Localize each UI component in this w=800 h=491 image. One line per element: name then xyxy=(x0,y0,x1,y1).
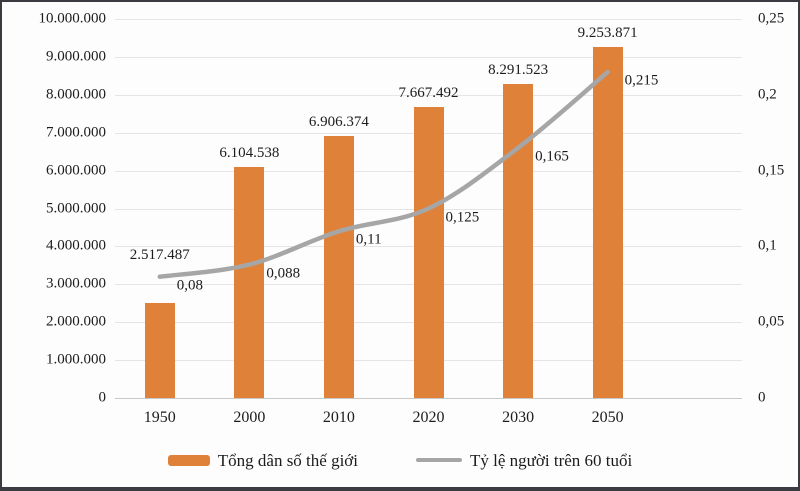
bar-value-label-2020: 7.667.492 xyxy=(398,85,459,102)
x-axis-label-2000: 2000 xyxy=(233,409,266,426)
bar-value-label-2010: 6.906.374 xyxy=(308,114,369,131)
legend-item-population: Tổng dân số thế giới xyxy=(167,450,359,470)
legend-label-over60: Tỷ lệ người trên 60 tuổi xyxy=(470,450,633,470)
left-axis-tick: 7.000.000 xyxy=(46,124,106,141)
line-value-label-1950: 0,08 xyxy=(176,277,204,294)
left-axis-tick: 4.000.000 xyxy=(46,237,106,254)
x-axis-label-2020: 2020 xyxy=(412,409,445,426)
gridline xyxy=(115,19,742,20)
legend-item-over60: Tỷ lệ người trên 60 tuổi xyxy=(416,452,632,469)
legend-label-population: Tổng dân số thế giới xyxy=(217,450,359,470)
bar-2030 xyxy=(503,83,534,398)
bar-value-label-2000: 6.104.538 xyxy=(219,144,280,161)
legend: Tổng dân số thế giới Tỷ lệ người trên 60… xyxy=(2,446,798,474)
x-axis-label-2010: 2010 xyxy=(322,409,355,426)
right-axis-tick: 0,2 xyxy=(758,86,777,103)
x-axis-label-1950: 1950 xyxy=(143,409,176,426)
left-axis-tick: 9.000.000 xyxy=(46,48,106,65)
line-value-label-2050: 0,215 xyxy=(624,72,659,89)
bar-1950 xyxy=(144,302,175,398)
x-axis-label-2030: 2030 xyxy=(502,409,535,426)
left-axis-tick: 5.000.000 xyxy=(46,200,106,216)
bar-series-swatch-icon xyxy=(167,454,210,466)
bar-2020 xyxy=(413,107,444,398)
right-axis-tick: 0,25 xyxy=(758,10,785,27)
gridline xyxy=(115,56,742,58)
line-value-label-2020: 0,125 xyxy=(445,209,480,225)
bar-value-label-1950: 2.517.487 xyxy=(129,246,190,263)
x-axis-line xyxy=(115,398,742,399)
left-axis-tick: 0 xyxy=(98,389,107,406)
line-value-label-2010: 0,11 xyxy=(355,231,382,248)
bar-2000 xyxy=(234,166,265,398)
left-axis-tick: 10.000.000 xyxy=(38,10,107,27)
left-axis-tick: 6.000.000 xyxy=(46,162,106,179)
left-axis-tick: 1.000.000 xyxy=(46,351,106,368)
line-series-swatch-icon xyxy=(416,458,463,462)
bar-2050 xyxy=(592,47,623,398)
x-axis-label-2050: 2050 xyxy=(591,409,624,426)
bar-value-label-2030: 8.291.523 xyxy=(488,61,549,78)
bar-value-label-2050: 9.253.871 xyxy=(577,25,638,42)
line-value-label-2000: 0,088 xyxy=(266,265,301,282)
left-axis-tick: 3.000.000 xyxy=(46,275,106,292)
right-axis-tick: 0,15 xyxy=(758,162,785,179)
bar-2010 xyxy=(323,136,354,398)
left-axis-tick: 2.000.000 xyxy=(46,313,106,330)
right-axis-tick: 0 xyxy=(758,389,766,406)
left-axis-tick: 8.000.000 xyxy=(46,86,106,103)
right-axis-tick: 0,1 xyxy=(758,237,777,254)
line-value-label-2030: 0,165 xyxy=(535,148,569,165)
right-axis-tick: 0,05 xyxy=(758,313,785,330)
